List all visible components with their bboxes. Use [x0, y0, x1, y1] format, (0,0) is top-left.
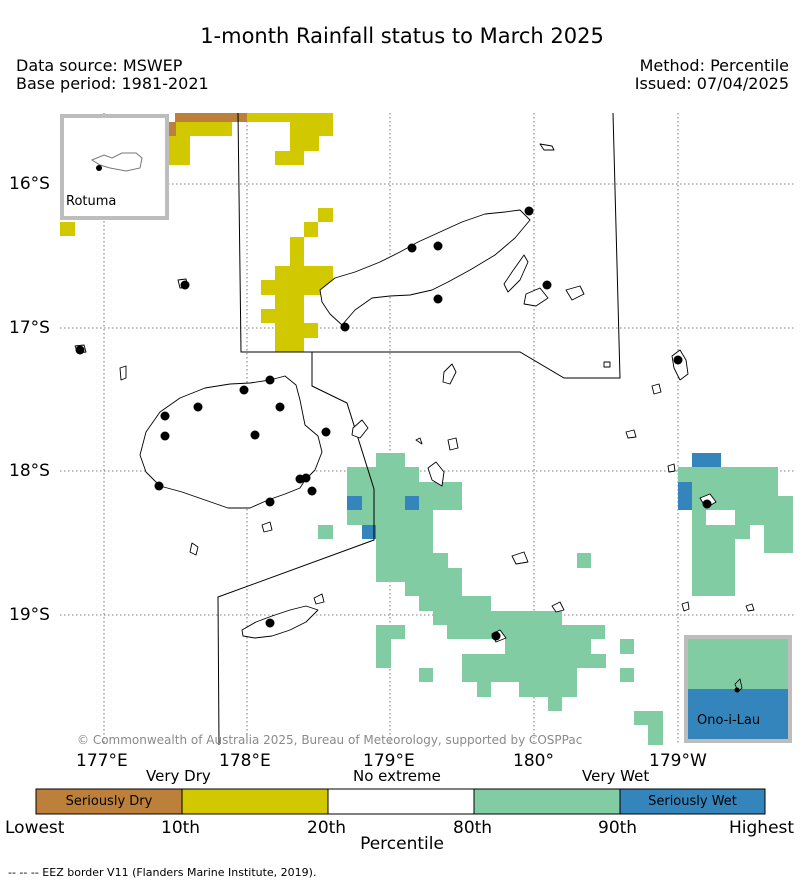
lat-label-18s: 18°S	[9, 461, 50, 481]
legend-class-seriously-wet: Seriously Wet	[648, 794, 737, 809]
base-period-label: Base period: 1981-2021	[16, 74, 209, 93]
lon-label-179w: 179°W	[649, 751, 707, 771]
legend-swatch-4	[619, 788, 766, 815]
lon-label-180: 180°	[513, 751, 554, 771]
legend-break-90th: 90th	[598, 818, 638, 838]
legend-swatch-2	[327, 788, 475, 815]
lat-label-16s: 16°S	[9, 174, 50, 194]
copyright-text: © Commonwealth of Australia 2025, Bureau…	[77, 733, 583, 747]
legend-break-highest: Highest	[729, 818, 795, 838]
station-markers	[75, 206, 712, 641]
data-source-label: Data source: MSWEP	[16, 56, 183, 75]
legend-break-10th: 10th	[161, 818, 201, 838]
legend-break-20th: 20th	[307, 818, 347, 838]
island-kadavu	[241, 605, 319, 639]
map-title: 1-month Rainfall status to March 2025	[200, 24, 604, 48]
legend-category-very-dry: Very Dry	[146, 767, 211, 785]
inset-label-rotuma: Rotuma	[66, 194, 117, 209]
legend-swatch-3	[473, 788, 621, 815]
island-taveuni	[503, 254, 529, 293]
inset-ono-i-lau	[684, 635, 792, 743]
legend-class-seriously-dry: Seriously Dry	[65, 794, 153, 809]
eez-footnote: -- -- -- EEZ border V11 (Flanders Marine…	[8, 866, 317, 879]
lon-label-177e: 177°E	[76, 751, 128, 771]
legend-category-very-wet: Very Wet	[582, 767, 650, 785]
lon-label-178e: 178°E	[219, 751, 271, 771]
lat-label-19s: 19°S	[9, 605, 50, 625]
legend-break-80th: 80th	[453, 818, 493, 838]
inset-rotuma	[60, 114, 169, 220]
island-viti-levu	[139, 375, 323, 509]
island-vanua-levu	[319, 209, 531, 326]
legend-colorbar	[35, 788, 766, 815]
lat-label-17s: 17°S	[9, 318, 50, 338]
inset-label-ono-i-lau: Ono-i-Lau	[697, 713, 761, 728]
legend-swatch-1	[181, 788, 329, 815]
legend-axis-label: Percentile	[360, 834, 444, 854]
eez-border	[217, 112, 621, 746]
legend-category-no-extreme: No extreme	[353, 767, 441, 785]
lon-label-179e: 179°E	[363, 751, 415, 771]
issued-date-label: Issued: 07/04/2025	[634, 74, 789, 93]
rainfall-grid	[60, 113, 793, 745]
method-label: Method: Percentile	[639, 56, 789, 75]
legend-break-lowest: Lowest	[5, 818, 65, 838]
